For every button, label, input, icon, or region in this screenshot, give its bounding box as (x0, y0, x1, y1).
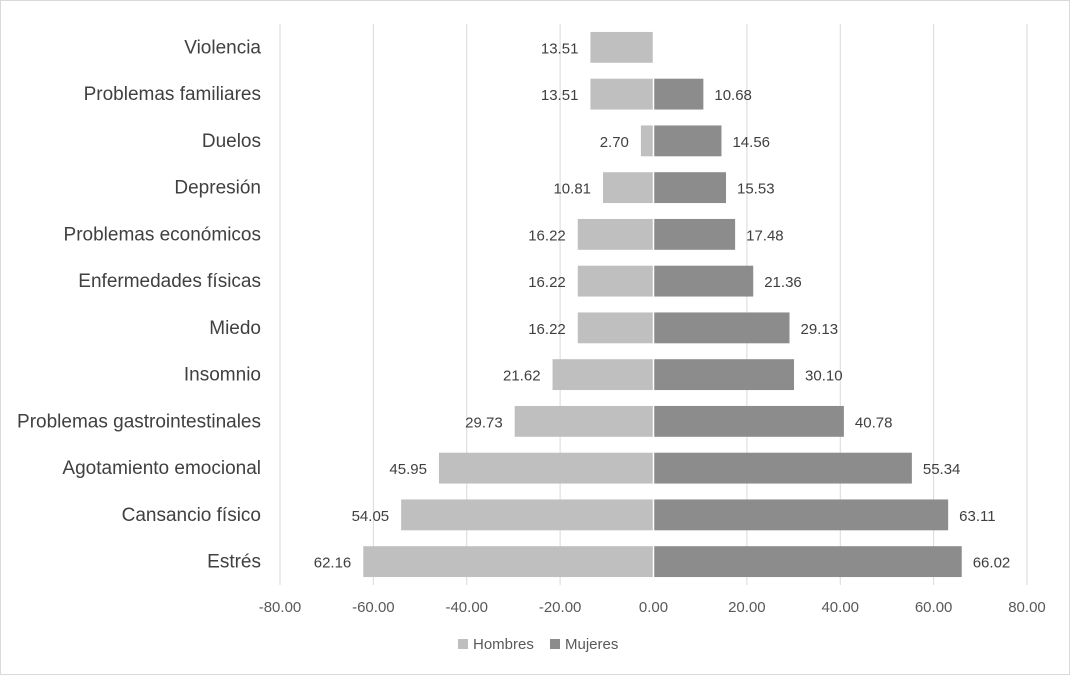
data-label-hombres: 13.51 (541, 40, 579, 57)
bar-hombres (552, 359, 654, 391)
data-label-hombres: 13.51 (541, 87, 579, 104)
data-label-hombres: 16.22 (528, 321, 566, 338)
legend: Hombres Mujeres (458, 636, 618, 653)
data-label-mujeres: 14.56 (732, 134, 770, 151)
bar-hombres (577, 218, 654, 250)
bar-mujeres (653, 218, 736, 250)
bar-hombres (590, 31, 654, 63)
bar-hombres (438, 452, 654, 484)
data-label-hombres: 16.22 (528, 274, 566, 291)
bar-mujeres (653, 172, 727, 204)
data-labels: 13.51 13.51 10.68 2.70 14.56 10.81 15.53 16.22 1… (314, 40, 1011, 571)
category-label: Problemas familiares (84, 84, 261, 105)
legend-swatch-mujeres (550, 639, 560, 649)
data-label-hombres: 54.05 (352, 508, 390, 525)
category-label: Problemas gastrointestinales (17, 411, 261, 432)
x-tick-label: 0.00 (639, 599, 668, 616)
legend-swatch-hombres (458, 639, 468, 649)
category-labels: Violencia Problemas familiares Duelos Depre… (17, 37, 261, 572)
x-tick-label: 60.00 (915, 599, 953, 616)
data-label-hombres: 62.16 (314, 555, 352, 572)
legend-label-hombres: Hombres (473, 636, 534, 653)
data-label-mujeres: 21.36 (764, 274, 802, 291)
bar-mujeres (653, 405, 844, 437)
category-label: Duelos (202, 131, 261, 152)
data-label-hombres: 2.70 (600, 134, 629, 151)
x-tick-label: -60.00 (352, 599, 395, 616)
x-tick-label: -20.00 (539, 599, 582, 616)
data-label-mujeres: 15.53 (737, 181, 775, 198)
data-label-hombres: 10.81 (553, 181, 591, 198)
data-label-mujeres: 40.78 (855, 414, 893, 431)
category-label: Miedo (209, 318, 261, 339)
data-label-mujeres: 17.48 (746, 227, 784, 244)
category-label: Depresión (174, 178, 261, 199)
bar-hombres (603, 172, 654, 204)
bar-hombres (577, 312, 654, 344)
data-label-hombres: 21.62 (503, 368, 541, 385)
data-label-mujeres: 30.10 (805, 368, 843, 385)
bar-mujeres (653, 546, 962, 578)
bar-mujeres (653, 312, 790, 344)
x-tick-label: 20.00 (728, 599, 766, 616)
data-label-mujeres: 63.11 (959, 508, 995, 525)
x-tick-label: 80.00 (1008, 599, 1046, 616)
data-label-mujeres: 10.68 (714, 87, 752, 104)
bar-mujeres (653, 265, 754, 297)
bars (363, 31, 962, 578)
category-label: Problemas económicos (64, 224, 261, 245)
category-label: Enfermedades físicas (78, 271, 261, 292)
category-label: Insomnio (184, 365, 261, 386)
bar-mujeres (653, 125, 722, 157)
data-label-hombres: 29.73 (465, 414, 503, 431)
x-tick-label: -40.00 (445, 599, 488, 616)
data-label-mujeres: 66.02 (973, 555, 1011, 572)
x-axis-tick-labels: -80.00 -60.00 -40.00 -20.00 0.00 20.00 40.00 60… (259, 599, 1046, 616)
bar-hombres (401, 499, 654, 531)
bar-mujeres (653, 78, 704, 110)
category-label: Violencia (184, 37, 261, 58)
category-label: Agotamiento emocional (62, 458, 261, 479)
bar-hombres (577, 265, 654, 297)
legend-label-mujeres: Mujeres (565, 636, 618, 653)
bar-hombres (363, 546, 654, 578)
category-label: Cansancio físico (122, 505, 261, 526)
data-label-mujeres: 29.13 (801, 321, 839, 338)
data-label-mujeres: 55.34 (923, 461, 961, 478)
x-tick-label: -80.00 (259, 599, 302, 616)
data-label-hombres: 45.95 (389, 461, 427, 478)
bar-mujeres (653, 452, 912, 484)
x-tick-label: 40.00 (821, 599, 859, 616)
bar-hombres (514, 405, 654, 437)
data-label-hombres: 16.22 (528, 227, 566, 244)
bar-mujeres (653, 359, 795, 391)
bar-hombres (590, 78, 654, 110)
bar-mujeres (653, 499, 949, 531)
bar-hombres (640, 125, 654, 157)
category-label: Estrés (207, 552, 261, 573)
